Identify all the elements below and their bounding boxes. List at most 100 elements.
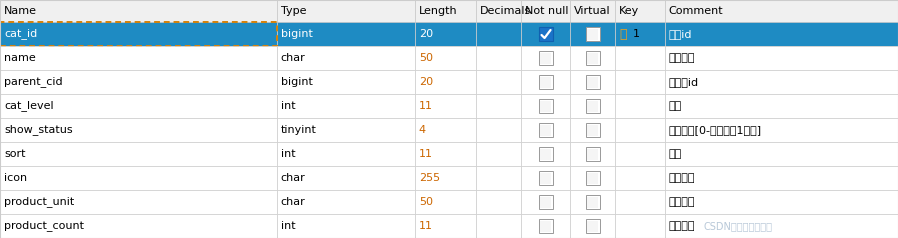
Bar [415, 70, 476, 94]
Bar [570, 22, 615, 46]
Text: char: char [280, 53, 305, 63]
Bar [0, 142, 277, 166]
Bar [521, 214, 570, 238]
Bar [415, 46, 476, 70]
Bar [277, 70, 415, 94]
Text: char: char [280, 173, 305, 183]
Bar [585, 123, 600, 137]
Bar [585, 195, 600, 209]
Bar [587, 124, 598, 135]
Bar [570, 46, 615, 70]
Bar [570, 70, 615, 94]
Bar [539, 195, 552, 209]
Text: cat_id: cat_id [4, 29, 37, 40]
Bar [521, 142, 570, 166]
Bar [615, 22, 665, 46]
Bar [277, 22, 415, 46]
Bar [521, 166, 570, 190]
Bar [585, 147, 600, 161]
Bar [0, 94, 277, 118]
Text: 11: 11 [418, 149, 433, 159]
Bar [476, 70, 521, 94]
Bar [521, 46, 570, 70]
Bar [521, 0, 570, 22]
Bar [415, 118, 476, 142]
Bar [415, 142, 476, 166]
Bar [615, 0, 665, 22]
Bar [585, 27, 600, 41]
Text: 排序: 排序 [668, 149, 682, 159]
Bar [277, 166, 415, 190]
Bar [0, 190, 277, 214]
Bar [277, 94, 415, 118]
Bar [539, 147, 552, 161]
Text: 20: 20 [418, 29, 433, 39]
Bar [476, 46, 521, 70]
Text: 50: 50 [418, 53, 433, 63]
Bar [0, 22, 277, 46]
Bar [0, 166, 277, 190]
Text: bigint: bigint [280, 77, 313, 87]
Text: 图标地址: 图标地址 [668, 173, 695, 183]
Bar [540, 100, 551, 111]
Bar [476, 0, 521, 22]
Bar [521, 22, 570, 46]
Bar [665, 142, 898, 166]
Bar [521, 94, 570, 118]
Text: int: int [280, 149, 295, 159]
Bar [415, 22, 476, 46]
Bar [476, 22, 521, 46]
Bar [0, 46, 277, 70]
Bar [540, 53, 551, 64]
Text: 商品数量: 商品数量 [668, 221, 695, 231]
Bar [587, 53, 598, 64]
Bar [585, 51, 600, 65]
Text: show_status: show_status [4, 124, 73, 135]
Bar [540, 220, 551, 232]
Bar [665, 166, 898, 190]
Bar [476, 94, 521, 118]
Text: bigint: bigint [280, 29, 313, 39]
Text: product_unit: product_unit [4, 197, 75, 208]
Bar [585, 75, 600, 89]
Bar [415, 0, 476, 22]
Bar [615, 70, 665, 94]
Text: Key: Key [619, 6, 639, 16]
Bar [539, 99, 552, 113]
Bar [539, 123, 552, 137]
Bar [277, 46, 415, 70]
Text: 是否显示[0-不显示，1显示]: 是否显示[0-不显示，1显示] [668, 125, 762, 135]
Bar [539, 171, 552, 185]
Text: sort: sort [4, 149, 25, 159]
Text: Name: Name [4, 6, 37, 16]
Bar [0, 22, 277, 46]
Bar [665, 0, 898, 22]
Bar [521, 118, 570, 142]
Bar [570, 166, 615, 190]
Text: 11: 11 [418, 221, 433, 231]
Text: 50: 50 [418, 197, 433, 207]
Bar [476, 166, 521, 190]
Bar [476, 142, 521, 166]
Bar [415, 94, 476, 118]
Bar [540, 149, 551, 159]
Bar [587, 29, 598, 40]
Bar [277, 142, 415, 166]
Bar [277, 190, 415, 214]
Text: 20: 20 [418, 77, 433, 87]
Text: Not null: Not null [524, 6, 568, 16]
Text: 1: 1 [633, 29, 640, 39]
Bar [585, 99, 600, 113]
Bar [540, 76, 551, 88]
Text: 父分类id: 父分类id [668, 77, 699, 87]
Bar [476, 190, 521, 214]
Bar [570, 118, 615, 142]
Bar [615, 166, 665, 190]
Bar [570, 94, 615, 118]
Text: 11: 11 [418, 101, 433, 111]
Text: name: name [4, 53, 36, 63]
Bar [570, 190, 615, 214]
Bar [521, 190, 570, 214]
Text: 255: 255 [418, 173, 440, 183]
Text: 4: 4 [418, 125, 426, 135]
